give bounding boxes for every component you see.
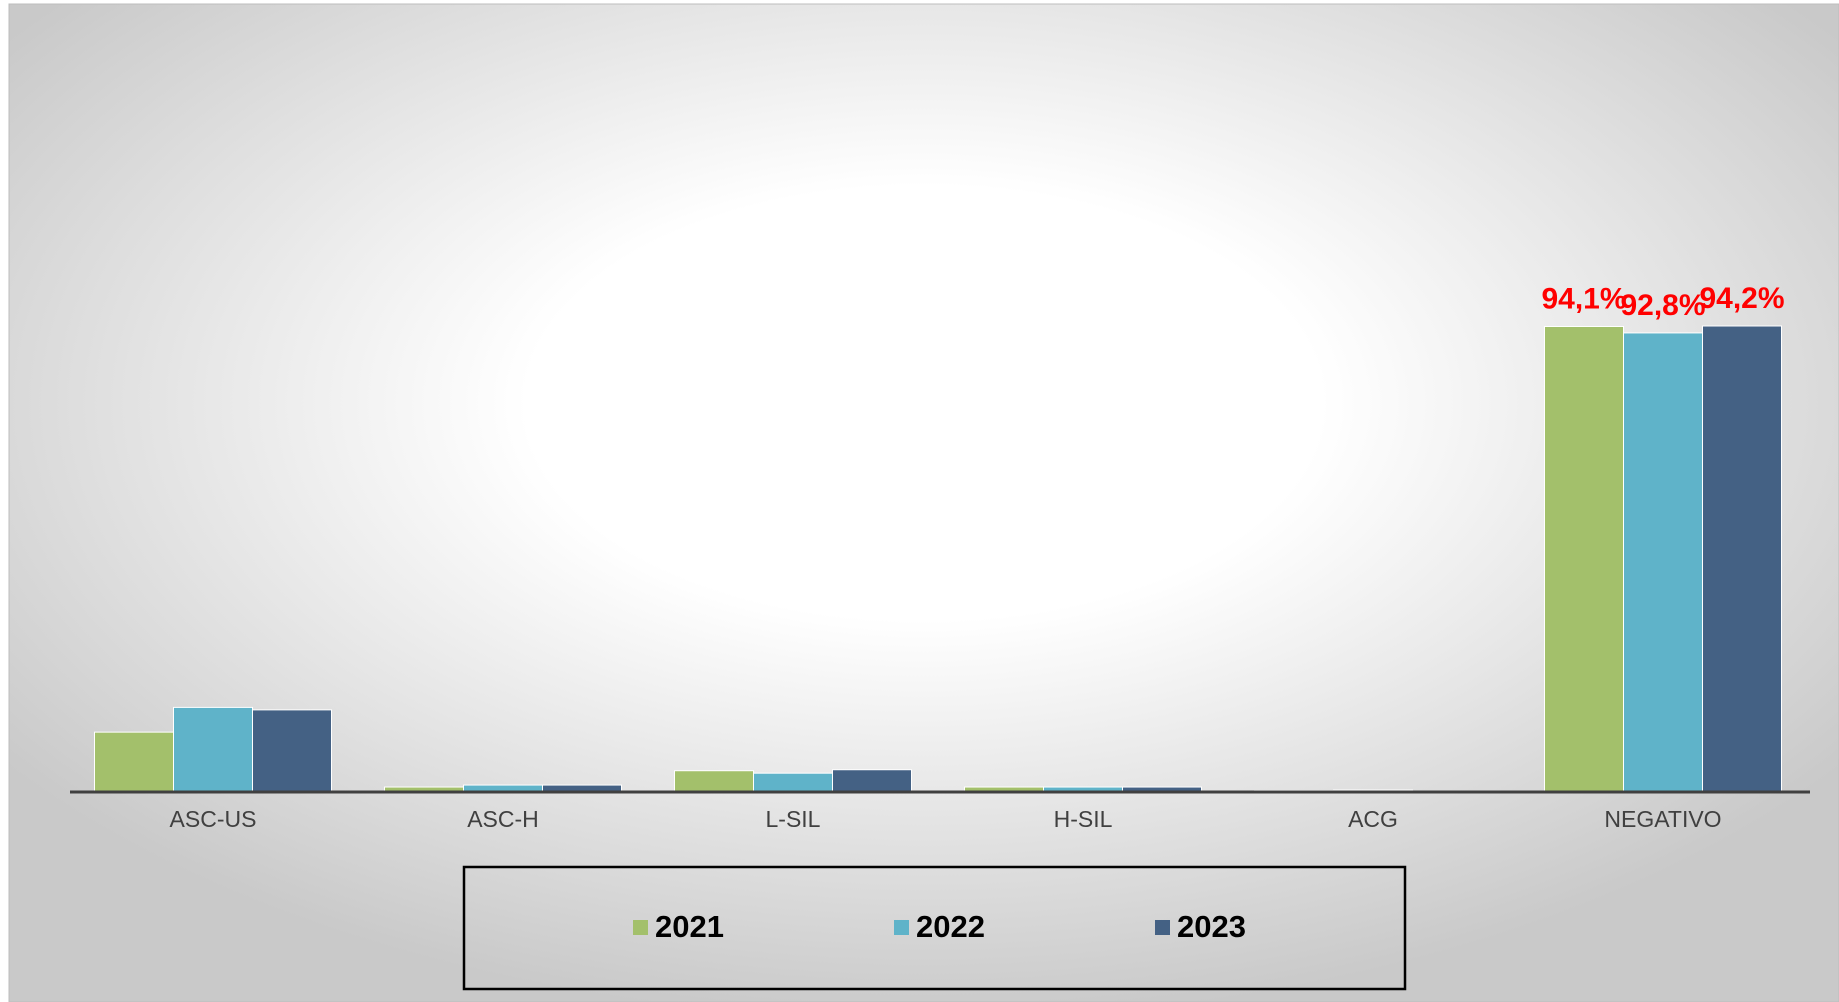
bar [832,769,912,793]
bar [173,706,253,793]
legend-box [462,865,1407,991]
legend-label: 2021 [655,909,724,944]
x-tick-label: ASC-US [170,806,257,832]
legend-label: 2023 [1177,909,1246,944]
x-tick-label: NEGATIVO [1604,806,1721,832]
x-tick-label: ACG [1348,806,1398,832]
x-tick-label: L-SIL [766,806,821,832]
legend-swatch [633,920,648,935]
data-label: 92,8% [1620,289,1705,322]
x-tick-label: ASC-H [467,806,539,832]
legend-label: 2022 [916,909,985,944]
data-label: 94,1% [1541,282,1626,315]
bar [1623,332,1703,793]
bar [674,770,754,793]
bar [94,731,174,793]
bar [1544,325,1624,793]
bar [753,772,833,793]
x-tick-label: H-SIL [1054,806,1113,832]
bar [252,709,332,793]
chart-background [8,3,1839,1002]
legend-swatch [1155,920,1170,935]
legend-swatch [894,920,909,935]
data-label: 94,2% [1699,282,1784,315]
bar [1702,325,1782,793]
